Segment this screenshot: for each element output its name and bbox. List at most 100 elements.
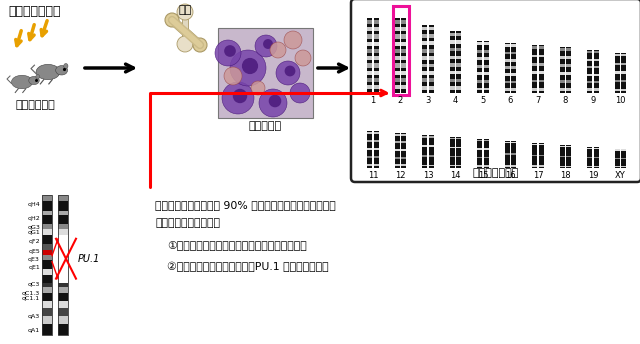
Text: 白血病発症マウスの約 90% で白血病細胞の２番染色体に: 白血病発症マウスの約 90% で白血病細胞の２番染色体に [155, 200, 336, 210]
Circle shape [276, 61, 300, 85]
Bar [374, 164, 379, 166]
Bar [422, 146, 428, 147]
Circle shape [255, 35, 277, 57]
Bar [566, 47, 572, 93]
Text: 16: 16 [505, 171, 516, 180]
Bar [422, 164, 428, 166]
Bar [621, 54, 627, 56]
Text: 19: 19 [588, 171, 598, 180]
Bar [615, 89, 620, 91]
Bar [511, 66, 516, 69]
Bar [511, 59, 516, 62]
Text: 2: 2 [398, 96, 403, 105]
Ellipse shape [36, 75, 40, 79]
Circle shape [259, 89, 287, 117]
Bar [594, 166, 599, 167]
Bar [218, 28, 313, 118]
Bar [58, 255, 68, 260]
Bar [367, 164, 372, 166]
Bar [484, 80, 489, 83]
Bar [401, 56, 406, 60]
Bar [566, 80, 572, 83]
Bar [588, 51, 592, 53]
Text: 白血病細胞: 白血病細胞 [249, 121, 282, 131]
Bar [621, 166, 627, 167]
Bar [484, 87, 489, 90]
Bar [621, 53, 627, 93]
Bar [511, 142, 516, 143]
Bar [58, 275, 68, 283]
Bar [532, 71, 537, 74]
Bar [401, 20, 406, 24]
Bar [401, 18, 406, 93]
Bar [594, 148, 599, 149]
Bar [511, 88, 516, 90]
Bar [395, 27, 400, 31]
Bar [594, 147, 599, 168]
Text: qE1: qE1 [28, 265, 40, 270]
Bar [374, 27, 379, 31]
Bar [532, 46, 537, 49]
Bar [532, 144, 537, 145]
Bar [429, 86, 434, 89]
Bar [532, 143, 537, 168]
Bar [456, 165, 461, 166]
Bar [532, 165, 537, 167]
Bar [566, 56, 572, 59]
Bar [566, 64, 572, 67]
Bar [566, 165, 572, 167]
Bar [374, 71, 379, 75]
Bar [42, 269, 52, 275]
Bar [456, 31, 461, 93]
Bar [58, 324, 68, 335]
Bar [594, 66, 599, 68]
Bar [615, 150, 620, 151]
Bar [58, 250, 68, 255]
Text: qC1.3: qC1.3 [22, 290, 40, 295]
Bar [392, 6, 408, 95]
Bar [484, 50, 489, 53]
Bar [42, 250, 52, 255]
Bar [477, 50, 483, 53]
Bar [395, 134, 400, 136]
Bar [511, 52, 516, 54]
Bar [422, 155, 428, 157]
Bar [477, 157, 483, 158]
Bar [450, 165, 455, 166]
Bar [450, 48, 455, 51]
Bar [532, 63, 537, 66]
Bar [539, 71, 544, 74]
Bar [58, 269, 68, 275]
Circle shape [285, 66, 296, 76]
Bar [401, 63, 406, 67]
Text: qC1.1: qC1.1 [22, 296, 40, 301]
Bar [539, 79, 544, 82]
Bar [484, 41, 489, 93]
Bar [367, 78, 372, 82]
Bar [532, 55, 537, 57]
Bar [42, 275, 52, 283]
Bar [58, 301, 68, 308]
Bar [429, 164, 434, 166]
Text: 高線量率放射線: 高線量率放射線 [8, 5, 61, 18]
Bar [450, 40, 455, 44]
Bar [566, 145, 572, 168]
Circle shape [193, 38, 207, 52]
Ellipse shape [36, 64, 60, 80]
Bar [511, 165, 516, 166]
Bar [422, 42, 428, 45]
Circle shape [230, 50, 266, 86]
Bar [401, 164, 406, 166]
FancyBboxPatch shape [351, 0, 640, 182]
Bar [594, 50, 599, 93]
Bar [477, 140, 483, 141]
Bar [484, 157, 489, 158]
Bar [532, 79, 537, 82]
Bar [566, 72, 572, 75]
Ellipse shape [29, 76, 39, 85]
Text: PU.1: PU.1 [78, 254, 100, 264]
Bar [429, 71, 434, 75]
Bar [422, 49, 428, 53]
Bar [42, 229, 52, 235]
Text: XY: XY [615, 171, 626, 180]
